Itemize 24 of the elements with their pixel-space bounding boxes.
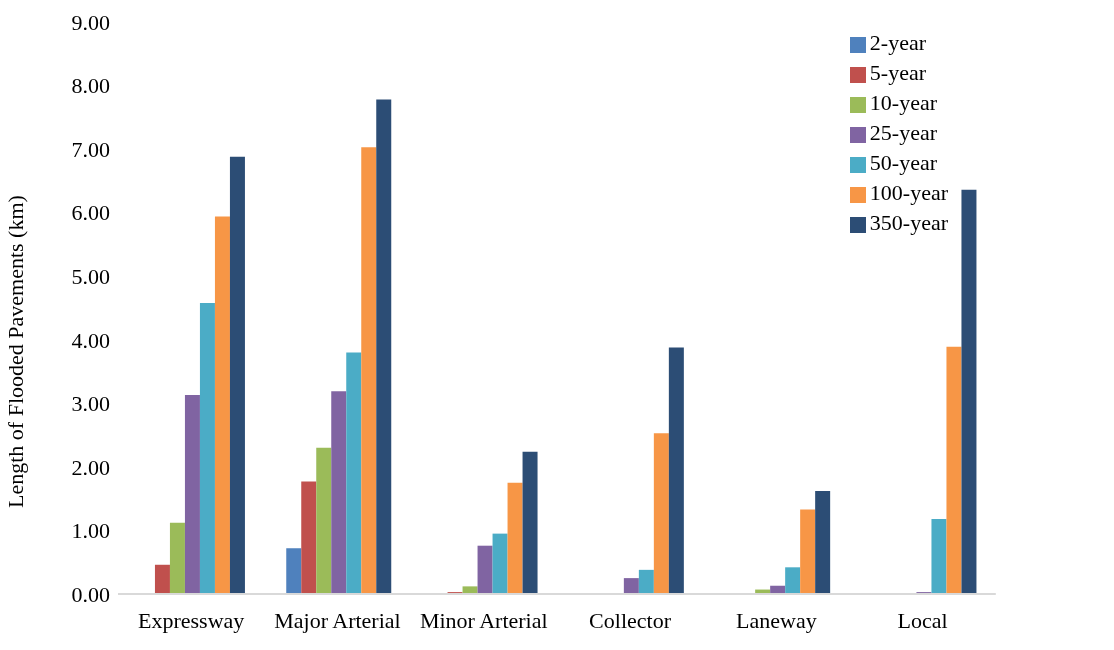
legend-label: 100-year [869,180,948,205]
y-tick-label: 2.00 [71,454,110,480]
y-tick-label: 8.00 [71,73,110,99]
y-axis-title: Length of Flooded Pavements (km) [2,195,28,508]
legend-label: 350-year [869,210,948,235]
legend-label: 50-year [869,150,937,175]
y-tick-label: 3.00 [71,391,110,417]
y-tick-label: 4.00 [71,327,110,353]
legend-label: 10-year [869,90,937,115]
x-tick-label: Expressway [137,607,245,633]
x-tick-label: Collector [589,607,672,633]
legend-label: 5-year [869,60,926,85]
legend-label: 2-year [869,30,926,55]
y-tick-label: 5.00 [71,264,110,290]
y-tick-label: 1.00 [71,518,110,544]
x-tick-label: Local [897,607,948,633]
x-tick-label: Minor Arterial [419,607,548,633]
x-tick-label: Major Arterial [274,607,401,633]
legend-label: 25-year [869,120,937,145]
y-tick-label: 6.00 [71,200,110,226]
y-tick-label: 0.00 [71,581,110,607]
y-tick-label: 9.00 [71,9,110,35]
y-tick-label: 7.00 [71,136,110,162]
x-tick-label: Laneway [736,607,817,633]
